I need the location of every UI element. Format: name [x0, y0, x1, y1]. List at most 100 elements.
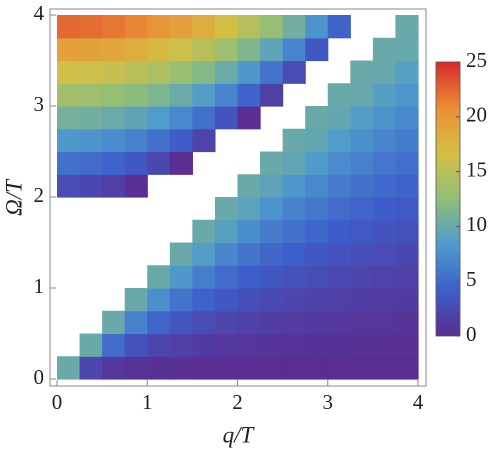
heatmap-cell	[169, 37, 193, 62]
heatmap-cell	[169, 60, 193, 84]
heatmap-cell	[350, 174, 374, 198]
heatmap-cell	[327, 174, 351, 198]
heatmap-cell	[372, 37, 397, 62]
heatmap-cell	[169, 265, 193, 289]
heatmap-cell	[192, 288, 216, 312]
heatmap-cell	[124, 333, 148, 357]
heatmap-cell	[327, 242, 351, 266]
heatmap-cell	[282, 151, 306, 175]
heatmap-cell	[237, 15, 261, 39]
heatmap-cell	[79, 83, 103, 107]
x-tick-label: 1	[142, 390, 153, 414]
heatmap-cell	[282, 60, 306, 84]
heatmap-cell	[327, 151, 351, 175]
heatmap-cell	[305, 15, 329, 39]
colorbar-tick-label: 10	[466, 212, 487, 236]
heatmap-cell	[147, 356, 171, 380]
heatmap-cell	[192, 310, 216, 335]
heatmap-cell	[305, 37, 329, 62]
heatmap-cell	[327, 106, 351, 130]
heatmap-cell	[395, 83, 419, 107]
heatmap-cell	[372, 106, 397, 130]
x-tick-label: 3	[323, 390, 334, 414]
heatmap-cell	[350, 356, 374, 380]
heatmap-cell	[214, 106, 239, 130]
heatmap-cell	[237, 219, 261, 244]
heatmap-cell	[395, 219, 419, 244]
heatmap-cell	[260, 37, 284, 62]
heatmap-cell	[372, 242, 397, 266]
heatmap-cell	[305, 356, 329, 380]
heatmap-cell	[395, 333, 419, 357]
heatmap-cell	[260, 174, 284, 198]
heatmap-cell	[147, 128, 171, 153]
heatmap-cell	[124, 128, 148, 153]
heatmap-cell	[260, 219, 284, 244]
heatmap-cell	[372, 197, 397, 221]
heatmap-cell	[395, 310, 419, 335]
heatmap-cell	[237, 106, 261, 130]
heatmap-cell	[169, 151, 193, 175]
heatmap-cell	[192, 60, 216, 84]
x-tick-label: 2	[232, 390, 243, 414]
heatmap-cell	[147, 288, 171, 312]
heatmap-cell	[260, 197, 284, 221]
heatmap-cell	[192, 106, 216, 130]
heatmap-cell	[305, 151, 329, 175]
heatmap-cell	[395, 106, 419, 130]
heatmap-cell	[124, 106, 148, 130]
heatmap-cell	[305, 265, 329, 289]
heatmap-cell	[57, 15, 81, 39]
heatmap-cell	[214, 310, 239, 335]
heatmap-cell	[395, 151, 419, 175]
heatmap-cell	[169, 288, 193, 312]
heatmap-cell	[350, 197, 374, 221]
heatmap-cell	[260, 310, 284, 335]
heatmap-cell	[260, 60, 284, 84]
heatmap-cell	[237, 197, 261, 221]
heatmap-cell	[282, 288, 306, 312]
heatmap-cell	[305, 310, 329, 335]
heatmap-cell	[169, 333, 193, 357]
heatmap-cell	[282, 197, 306, 221]
heatmap-cell	[350, 219, 374, 244]
heatmap-cell	[147, 37, 171, 62]
heatmap-cell	[350, 83, 374, 107]
heatmap-cell	[350, 288, 374, 312]
heatmap-cell	[327, 310, 351, 335]
heatmap-cell	[124, 174, 148, 198]
heatmap-cell	[372, 60, 397, 84]
x-axis-label: q/T	[223, 422, 256, 447]
heatmap-cell	[102, 37, 126, 62]
heatmap-cell	[147, 265, 171, 289]
heatmap-cell	[395, 128, 419, 153]
heatmap-cell	[282, 37, 306, 62]
heatmap-cell	[102, 356, 126, 380]
heatmap-cell	[305, 128, 329, 153]
heatmap-cell	[124, 310, 148, 335]
heatmap-cell	[237, 60, 261, 84]
heatmap-cell	[260, 356, 284, 380]
heatmap-cell	[57, 356, 81, 380]
heatmap-cell	[350, 106, 374, 130]
heatmap-cell	[57, 60, 81, 84]
heatmap-cell	[124, 60, 148, 84]
heatmap-cell	[237, 37, 261, 62]
heatmap-cell	[372, 151, 397, 175]
heatmap-cell	[327, 83, 351, 107]
heatmap-cell	[102, 310, 126, 335]
heatmap-cell	[395, 37, 419, 62]
heatmap-cell	[350, 265, 374, 289]
heatmap-cell	[282, 310, 306, 335]
heatmap-cell	[214, 15, 239, 39]
heatmap-cell	[327, 219, 351, 244]
heatmap-cell	[57, 128, 81, 153]
heatmap-cell	[282, 219, 306, 244]
heatmap-cell	[372, 265, 397, 289]
heatmap-cell	[57, 37, 81, 62]
y-tick-label: 0	[34, 365, 45, 389]
heatmap-cell	[124, 288, 148, 312]
heatmap-cell	[327, 265, 351, 289]
